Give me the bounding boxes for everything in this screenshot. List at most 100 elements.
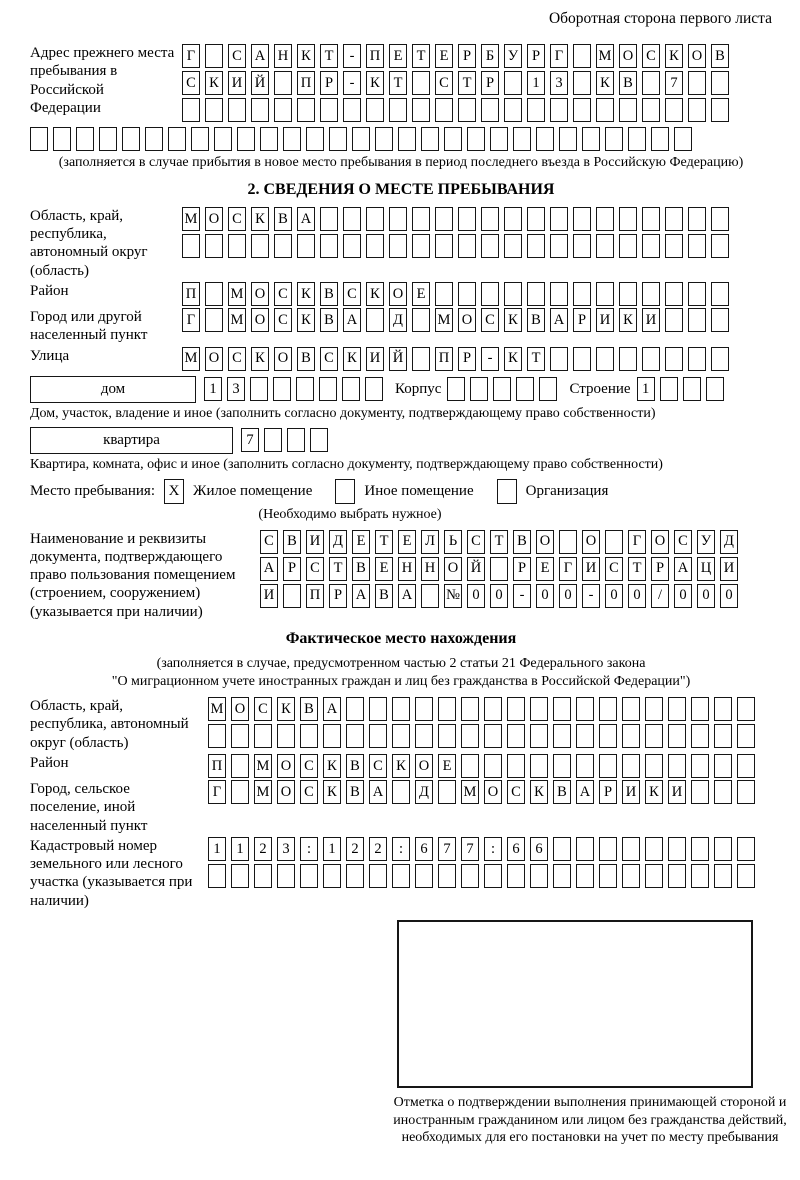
char-cell[interactable]: О <box>415 753 433 778</box>
char-cell[interactable]: К <box>323 779 341 804</box>
char-cell[interactable]: С <box>182 71 200 95</box>
char-cell[interactable] <box>576 724 594 749</box>
char-cell[interactable] <box>470 377 489 402</box>
char-cell[interactable] <box>573 71 591 95</box>
char-cell[interactable]: 1 <box>231 836 249 861</box>
char-cell[interactable] <box>688 307 706 332</box>
char-cell[interactable] <box>237 127 255 151</box>
char-cell[interactable]: С <box>369 753 387 778</box>
char-cell[interactable]: О <box>274 346 292 371</box>
char-cell[interactable] <box>122 127 140 151</box>
char-cell[interactable] <box>458 233 476 258</box>
char-cell[interactable]: 7 <box>461 836 479 861</box>
char-cell[interactable]: Т <box>527 346 545 371</box>
char-cell[interactable] <box>659 377 678 402</box>
char-cell[interactable] <box>665 307 683 332</box>
char-cell[interactable]: С <box>481 307 499 332</box>
char-cell[interactable] <box>231 863 249 888</box>
char-cell[interactable] <box>576 836 594 861</box>
char-cell[interactable] <box>214 127 232 151</box>
char-cell[interactable] <box>254 724 272 749</box>
char-cell[interactable]: Д <box>389 307 407 332</box>
char-cell[interactable]: 2 <box>254 836 272 861</box>
char-cell[interactable] <box>737 753 755 778</box>
char-cell[interactable] <box>711 281 729 306</box>
char-cell[interactable] <box>507 697 525 722</box>
char-cell[interactable] <box>550 281 568 306</box>
char-cell[interactable]: К <box>297 44 315 68</box>
char-cell[interactable]: - <box>582 583 600 608</box>
char-cell[interactable]: К <box>530 779 548 804</box>
char-cell[interactable] <box>297 233 315 258</box>
char-cell[interactable]: 3 <box>227 377 245 402</box>
char-cell[interactable] <box>251 233 269 258</box>
char-cell[interactable]: К <box>596 71 614 95</box>
char-cell[interactable] <box>412 307 430 332</box>
char-cell[interactable] <box>622 836 640 861</box>
char-cell[interactable] <box>421 127 439 151</box>
char-cell[interactable] <box>323 863 341 888</box>
char-cell[interactable] <box>504 206 522 231</box>
char-cell[interactable] <box>323 724 341 749</box>
char-cell[interactable]: И <box>260 583 278 608</box>
char-cell[interactable]: М <box>596 44 614 68</box>
char-cell[interactable]: 6 <box>415 836 433 861</box>
char-cell[interactable]: М <box>182 206 200 231</box>
char-cell[interactable] <box>530 697 548 722</box>
char-cell[interactable] <box>665 98 683 122</box>
char-cell[interactable] <box>76 127 94 151</box>
char-cell[interactable] <box>205 98 223 122</box>
char-cell[interactable]: Е <box>435 44 453 68</box>
char-cell[interactable]: П <box>435 346 453 371</box>
char-cell[interactable] <box>619 98 637 122</box>
char-cell[interactable] <box>737 697 755 722</box>
char-cell[interactable]: Т <box>375 529 393 554</box>
char-cell[interactable]: П <box>297 71 315 95</box>
char-cell[interactable]: Д <box>415 779 433 804</box>
char-cell[interactable] <box>346 863 364 888</box>
char-cell[interactable]: Е <box>375 556 393 581</box>
char-cell[interactable] <box>530 863 548 888</box>
char-cell[interactable] <box>619 346 637 371</box>
char-cell[interactable]: К <box>251 206 269 231</box>
char-cell[interactable]: - <box>343 44 361 68</box>
char-cell[interactable]: А <box>674 556 692 581</box>
char-cell[interactable] <box>668 863 686 888</box>
char-cell[interactable] <box>264 428 282 453</box>
char-cell[interactable]: Т <box>412 44 430 68</box>
char-cell[interactable] <box>576 863 594 888</box>
char-cell[interactable] <box>365 377 383 402</box>
char-cell[interactable]: 0 <box>720 583 738 608</box>
char-cell[interactable] <box>674 127 692 151</box>
char-cell[interactable] <box>342 377 360 402</box>
char-cell[interactable] <box>435 98 453 122</box>
char-cell[interactable]: О <box>619 44 637 68</box>
char-cell[interactable]: И <box>642 307 660 332</box>
char-cell[interactable]: Е <box>412 281 430 306</box>
char-cell[interactable]: - <box>513 583 531 608</box>
char-cell[interactable]: А <box>323 697 341 722</box>
char-cell[interactable]: В <box>346 779 364 804</box>
char-cell[interactable]: С <box>228 346 246 371</box>
char-cell[interactable]: С <box>300 753 318 778</box>
char-cell[interactable]: К <box>366 281 384 306</box>
char-cell[interactable] <box>536 127 554 151</box>
char-cell[interactable] <box>392 863 410 888</box>
char-cell[interactable]: В <box>375 583 393 608</box>
char-cell[interactable]: К <box>205 71 223 95</box>
char-cell[interactable]: Р <box>651 556 669 581</box>
char-cell[interactable] <box>458 206 476 231</box>
char-cell[interactable]: И <box>582 556 600 581</box>
char-cell[interactable] <box>682 377 701 402</box>
char-cell[interactable]: М <box>208 697 226 722</box>
char-cell[interactable]: 2 <box>369 836 387 861</box>
char-cell[interactable] <box>504 71 522 95</box>
char-cell[interactable] <box>688 233 706 258</box>
char-cell[interactable] <box>737 863 755 888</box>
char-cell[interactable]: А <box>369 779 387 804</box>
char-cell[interactable]: : <box>300 836 318 861</box>
char-cell[interactable] <box>599 836 617 861</box>
char-cell[interactable]: И <box>228 71 246 95</box>
char-cell[interactable]: В <box>527 307 545 332</box>
char-cell[interactable] <box>398 127 416 151</box>
